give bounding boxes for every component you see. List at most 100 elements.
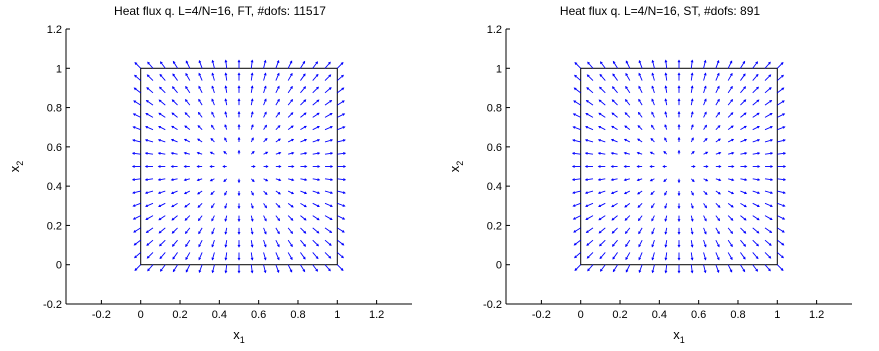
flux-arrowhead <box>211 72 215 76</box>
flux-arrowhead <box>183 138 187 142</box>
flux-arrowhead <box>290 257 293 261</box>
flux-arrowhead <box>290 72 293 76</box>
flux-arrow <box>146 100 154 106</box>
flux-arrow <box>638 73 643 81</box>
flux-arrowhead <box>677 123 681 127</box>
flux-arrowhead <box>690 205 694 209</box>
flux-arrow <box>703 73 707 81</box>
flux-arrow <box>624 112 631 118</box>
flux-arrowhead <box>571 178 575 181</box>
flux-arrowhead <box>651 111 654 115</box>
flux-arrow <box>752 190 760 194</box>
flux-arrow <box>598 152 606 155</box>
flux-arrowhead <box>328 255 332 259</box>
flux-arrowhead <box>637 218 641 222</box>
flux-arrow <box>158 215 166 221</box>
flux-arrow <box>287 215 294 221</box>
flux-arrowhead <box>159 256 163 260</box>
flux-arrow <box>275 239 280 247</box>
flux-arrow <box>752 252 759 259</box>
flux-arrowhead <box>197 111 201 115</box>
flux-arrowhead <box>329 99 333 103</box>
flux-arrow <box>665 227 668 235</box>
flux-arrowhead <box>703 270 707 274</box>
flux-arrow <box>764 74 771 81</box>
flux-arrow <box>587 61 594 69</box>
flux-arrow <box>651 86 655 93</box>
flux-arrowhead <box>650 137 654 141</box>
flux-arrow <box>690 227 693 235</box>
flux-arrowhead <box>597 138 601 142</box>
flux-arrowhead <box>705 151 709 155</box>
flux-arrowhead <box>705 165 709 168</box>
flux-arrow <box>300 61 306 69</box>
flux-arrowhead <box>223 179 227 183</box>
flux-arrow <box>300 215 307 221</box>
flux-arrowhead <box>610 151 614 155</box>
flux-arrowhead <box>302 256 306 260</box>
flux-arrow <box>211 227 215 234</box>
flux-arrowhead <box>237 59 241 63</box>
flux-arrow <box>651 227 655 234</box>
flux-arrowhead <box>573 230 577 233</box>
flux-arrowhead <box>598 99 602 103</box>
flux-arrow <box>198 86 203 94</box>
flux-arrow <box>740 139 747 143</box>
flux-arrowhead <box>132 113 136 116</box>
flux-arrow <box>740 239 746 247</box>
flux-arrowhead <box>586 87 590 90</box>
flux-arrow <box>287 99 293 106</box>
flux-arrowhead <box>171 230 175 234</box>
flux-arrow <box>312 112 320 118</box>
flux-arrowhead <box>623 165 627 168</box>
flux-arrowhead <box>585 230 589 234</box>
flux-arrowhead <box>224 192 227 196</box>
flux-arrow <box>728 178 734 181</box>
flux-arrow <box>147 61 154 69</box>
flux-arrowhead <box>264 192 268 196</box>
flux-arrow <box>574 62 582 69</box>
flux-arrow <box>764 178 773 181</box>
flux-arrow <box>690 60 693 69</box>
flux-arrowhead <box>744 165 748 168</box>
flux-arrowhead <box>610 138 614 142</box>
flux-arrow <box>715 125 721 130</box>
flux-arrowhead <box>612 269 616 273</box>
flux-arrow <box>287 202 294 208</box>
y-tick-label: -0.2 <box>483 299 502 311</box>
flux-arrowhead <box>250 59 254 63</box>
flux-arrow <box>211 215 215 221</box>
flux-arrow <box>197 203 203 208</box>
flux-arrowhead <box>328 243 332 246</box>
flux-arrow <box>159 74 166 81</box>
flux-arrow <box>727 227 733 234</box>
flux-arrowhead <box>277 231 280 235</box>
flux-arrowhead <box>183 151 187 155</box>
flux-arrow <box>145 126 154 131</box>
flux-arrowhead <box>290 112 294 115</box>
flux-arrowhead <box>159 61 163 65</box>
flux-arrowhead <box>237 231 241 235</box>
flux-arrowhead <box>171 217 175 221</box>
flux-arrow <box>300 73 306 81</box>
flux-arrowhead <box>664 85 668 89</box>
flux-arrowhead <box>251 150 255 154</box>
flux-arrowhead <box>584 152 588 155</box>
flux-arrow <box>159 239 166 247</box>
flux-arrow <box>612 99 618 106</box>
flux-arrow <box>625 227 631 234</box>
flux-arrow <box>198 227 203 234</box>
flux-arrow <box>740 227 746 234</box>
flux-arrowhead <box>664 218 668 222</box>
flux-arrowhead <box>717 231 720 235</box>
flux-arrow <box>211 86 215 93</box>
flux-arrow <box>145 178 154 181</box>
flux-arrowhead <box>224 231 228 235</box>
flux-arrowhead <box>277 205 281 208</box>
flux-arrowhead <box>717 218 721 222</box>
flux-arrow <box>171 202 178 208</box>
flux-arrowhead <box>677 193 681 197</box>
flux-arrowhead <box>598 204 602 208</box>
flux-arrow <box>250 98 253 106</box>
flux-arrowhead <box>770 152 774 155</box>
